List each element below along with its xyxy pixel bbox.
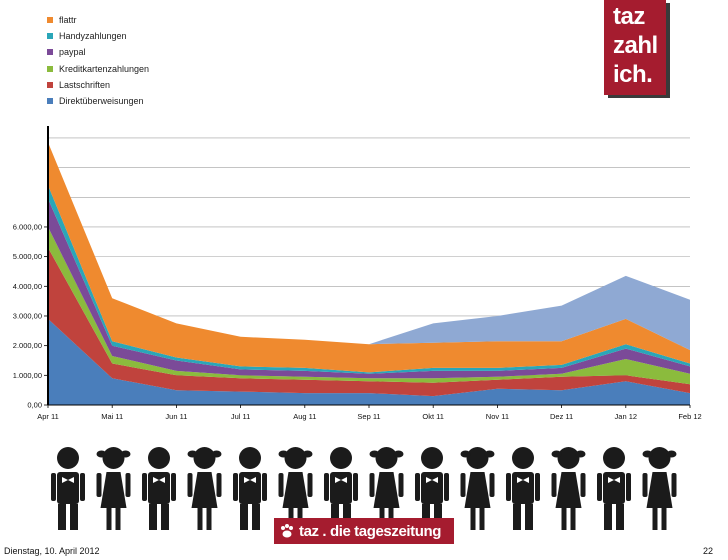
girl-figure xyxy=(96,447,131,530)
girl-figure xyxy=(642,447,677,530)
legend-label-flattr: flattr xyxy=(59,15,77,26)
logo-line-2: zahl xyxy=(613,32,658,59)
area-flattr xyxy=(48,142,690,373)
boy-figure xyxy=(233,447,267,530)
x-tick-label: Aug 11 xyxy=(293,412,316,421)
paw-icon xyxy=(281,524,293,538)
legend-item-last: Lastschriften xyxy=(47,77,149,93)
x-tick-label: Jun 11 xyxy=(165,412,187,421)
x-tick-label: Jul 11 xyxy=(231,412,250,421)
boy-figure xyxy=(415,447,449,530)
legend-swatch-flattr xyxy=(47,17,53,24)
people-illustration xyxy=(51,447,677,530)
legend-label-paypal: paypal xyxy=(59,47,86,58)
boy-figure xyxy=(506,447,540,530)
legend-swatch-kredit xyxy=(47,65,53,72)
taz-brand-banner: taz . die tageszeitung xyxy=(274,518,454,544)
x-tick-label: Okt 11 xyxy=(422,412,444,421)
area-last xyxy=(48,247,690,397)
girl-figure xyxy=(187,447,222,530)
y-tick-label: 5.000,00 xyxy=(13,252,42,261)
girl-figure xyxy=(460,447,495,530)
x-tick-label: Jan 12 xyxy=(615,412,638,421)
legend-item-flattr: flattr xyxy=(47,12,149,28)
boy-figure xyxy=(51,447,85,530)
stacked-area-chart: 0,00 1.000,00 2.000,00 3.000,00 4.000,00 5.00… xyxy=(13,126,702,421)
boy-figure xyxy=(597,447,631,530)
legend-swatch-paypal xyxy=(47,49,53,56)
y-tick-label: 0,00 xyxy=(27,401,42,410)
x-tick-label: Feb 12 xyxy=(678,412,701,421)
y-tick-label: 4.000,00 xyxy=(13,282,42,291)
legend-label-handy: Handyzahlungen xyxy=(59,31,127,42)
boy-figure xyxy=(142,447,176,530)
legend-item-paypal: paypal xyxy=(47,44,149,60)
legend-swatch-handy xyxy=(47,33,53,40)
y-tick-label: 3.000,00 xyxy=(13,311,42,320)
x-tick-label: Nov 11 xyxy=(486,412,509,421)
legend-label-direkt: Direktüberweisungen xyxy=(59,96,144,107)
legend-item-direkt: Direktüberweisungen xyxy=(47,93,149,109)
page-number: 22 xyxy=(703,546,714,556)
y-tick-label: 2.000,00 xyxy=(13,341,42,350)
legend-swatch-last xyxy=(47,81,53,88)
logo-line-1: taz xyxy=(613,3,645,30)
y-tick-label: 1.000,00 xyxy=(13,371,42,380)
girl-figure xyxy=(551,447,586,530)
legend-label-kredit: Kreditkartenzahlungen xyxy=(59,63,150,74)
boy-figure xyxy=(324,447,358,530)
taz-zahl-ich-logo: taz zahl ich. xyxy=(604,0,666,95)
legend-label-last: Lastschriften xyxy=(59,79,111,90)
taz-brand-text: taz . die tageszeitung xyxy=(299,522,442,540)
x-tick-label: Mai 11 xyxy=(101,412,123,421)
legend-item-kredit: Kreditkartenzahlungen xyxy=(47,61,149,77)
footer-date: Dienstag, 10. April 2012 xyxy=(4,546,100,556)
x-tick-label: Apr 11 xyxy=(37,412,59,421)
x-tick-label: Dez 11 xyxy=(550,412,573,421)
area-direkt xyxy=(48,318,690,405)
area-kredit xyxy=(48,227,690,385)
x-tick-label: Sep 11 xyxy=(357,412,380,421)
chart-legend: flattr Handyzahlungen paypal Kreditkarte… xyxy=(47,12,149,109)
legend-swatch-direkt xyxy=(47,98,53,105)
y-tick-label: 6.000,00 xyxy=(13,222,42,231)
logo-line-3: ich. xyxy=(613,61,653,88)
legend-item-handy: Handyzahlungen xyxy=(47,28,149,44)
